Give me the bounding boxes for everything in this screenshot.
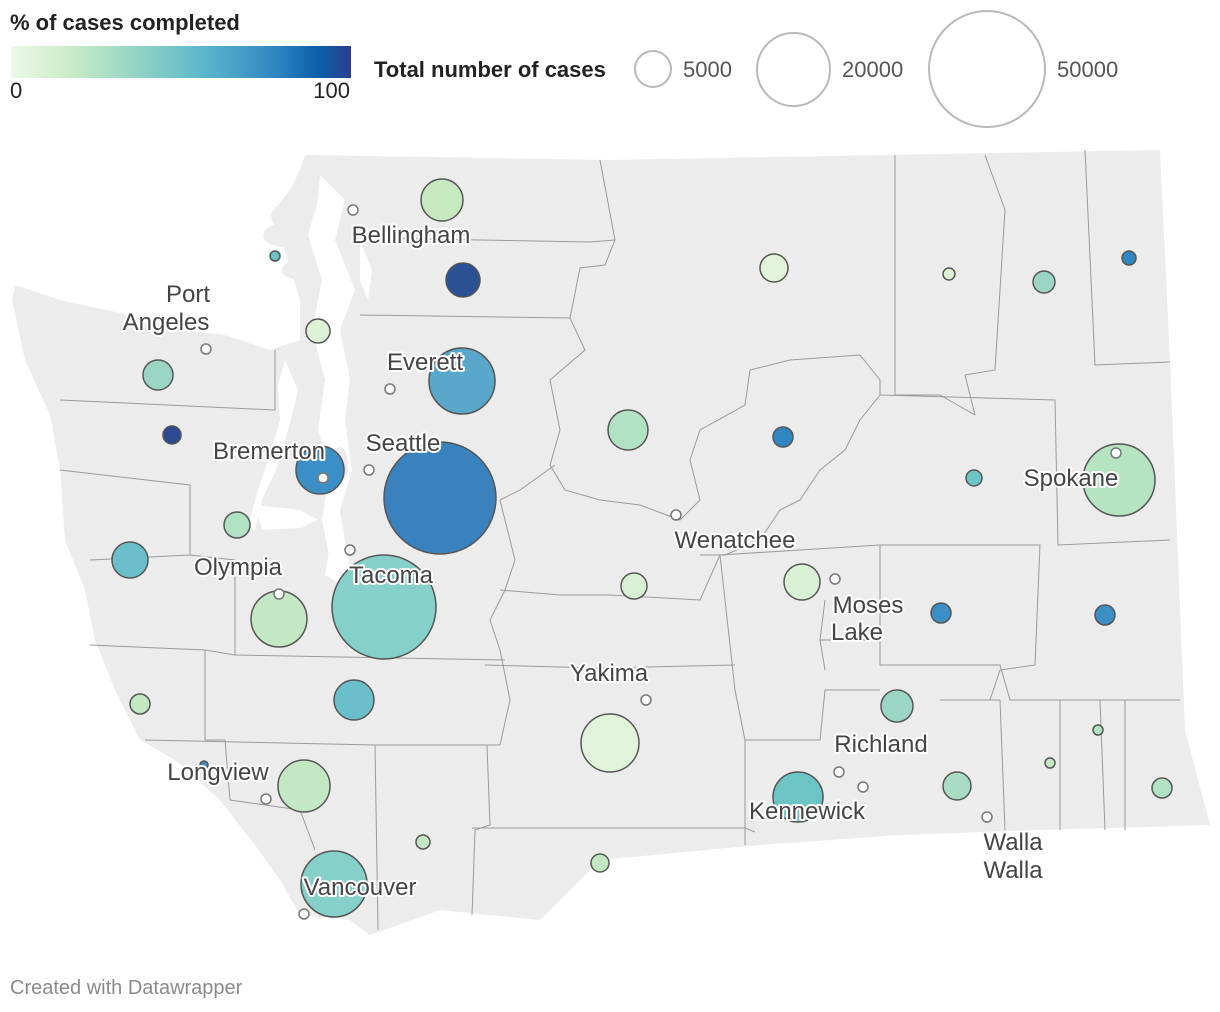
city-label-bellingham: Bellingham: [352, 222, 471, 249]
city-label-kennewick: Kennewick: [749, 798, 866, 825]
county-bubble: [295, 445, 345, 495]
county-bubble: [420, 178, 464, 222]
size-legend-label-medium: 20000: [842, 57, 904, 82]
city-dots: [200, 204, 1122, 920]
color-legend-max: 100: [313, 78, 350, 103]
county-bubble: [590, 853, 610, 873]
county-bubble: [162, 425, 182, 445]
county-bubble: [1082, 443, 1156, 517]
county-bubble: [607, 409, 649, 451]
county-bubble: [445, 262, 481, 298]
county-bubble: [199, 760, 209, 770]
county-bubble: [383, 441, 497, 555]
county-bubble: [300, 850, 368, 918]
city-label-seattle: Seattle: [366, 430, 441, 457]
city-dot-port-angeles: [200, 343, 212, 355]
city-dot-bremerton: [317, 472, 329, 484]
county-bubble: [1151, 777, 1173, 799]
color-legend-title: % of cases completed: [10, 10, 240, 35]
county-bubble: [305, 318, 331, 344]
county-bubble: [331, 554, 437, 660]
county-bubble: [1032, 270, 1056, 294]
color-scale-bar: [11, 46, 351, 78]
county-bubble: [142, 359, 174, 391]
city-label-longview: Longview: [167, 759, 269, 786]
city-label-bremerton: Bremerton: [213, 438, 325, 465]
city-dot-walla-walla: [981, 811, 993, 823]
city-label-spokane: Spokane: [1024, 465, 1119, 492]
size-legend-title: Total number of cases: [374, 57, 606, 82]
county-bubble: [428, 347, 496, 415]
city-dot-wenatchee: [670, 509, 682, 521]
county-bubble: [580, 713, 640, 773]
county-bubble: [1092, 724, 1104, 736]
county-bubble: [942, 267, 956, 281]
city-label-moses-lake-1: Moses: [833, 592, 904, 619]
city-label-olympia: Olympia: [194, 554, 283, 581]
city-dot-tacoma: [344, 544, 356, 556]
city-dot-seattle: [363, 464, 375, 476]
footer-credit[interactable]: Created with Datawrapper: [10, 977, 243, 999]
city-label-walla-walla-1: Walla: [983, 829, 1043, 856]
county-borders: [59, 149, 1180, 931]
county-bubble: [1094, 604, 1116, 626]
size-legend-circle-small: [634, 50, 672, 88]
county-bubble: [930, 602, 952, 624]
county-bubble: [759, 253, 789, 283]
county-bubble: [965, 469, 983, 487]
city-dot-vancouver: [298, 908, 310, 920]
city-label-port-angeles-1: Port: [166, 281, 210, 308]
county-bubble: [333, 679, 375, 721]
city-label-moses-lake-2: Lake: [831, 619, 883, 646]
size-legend-circle-large: [928, 10, 1046, 128]
county-bubble: [1121, 250, 1137, 266]
county-bubble: [880, 689, 914, 723]
puget-sound: [248, 175, 372, 585]
city-dot-olympia: [273, 588, 285, 600]
state-outline: [12, 150, 1210, 935]
county-bubble: [772, 426, 794, 448]
city-dot-moses-lake: [829, 573, 841, 585]
city-dot-kennewick: [857, 781, 869, 793]
city-dot-bellingham: [347, 204, 359, 216]
county-bubble: [415, 834, 431, 850]
color-legend-min: 0: [10, 78, 23, 103]
city-label-vancouver: Vancouver: [304, 874, 417, 901]
city-dot-everett: [384, 383, 396, 395]
city-label-yakima: Yakima: [570, 660, 649, 687]
city-dot-yakima: [640, 694, 652, 706]
county-bubble: [269, 250, 281, 262]
county-bubbles: [111, 178, 1173, 918]
city-labels: Bellingham Port Angeles Everett Seattle …: [121, 220, 1121, 903]
city-label-everett: Everett: [387, 349, 463, 376]
city-label-wenatchee: Wenatchee: [675, 527, 796, 554]
city-dot-spokane: [1110, 447, 1122, 459]
county-bubble: [277, 759, 331, 813]
county-bubble: [111, 541, 149, 579]
city-label-walla-walla-2: Walla: [983, 857, 1043, 884]
county-bubble: [1044, 757, 1056, 769]
county-bubble: [772, 771, 824, 823]
city-label-tacoma: Tacoma: [349, 562, 434, 589]
county-bubble: [129, 693, 151, 715]
city-label-port-angeles-2: Angeles: [123, 309, 210, 336]
county-bubble: [620, 572, 648, 600]
color-legend: % of cases completed 0 100: [10, 8, 355, 108]
city-dot-richland: [833, 766, 845, 778]
county-bubble: [783, 563, 821, 601]
size-legend-label-small: 5000: [683, 57, 732, 82]
city-dot-longview: [260, 793, 272, 805]
county-bubble: [942, 771, 972, 801]
size-legend-label-large: 50000: [1057, 57, 1119, 82]
city-label-richland: Richland: [834, 731, 927, 758]
county-bubble: [223, 511, 251, 539]
size-legend-circle-medium: [756, 32, 831, 107]
